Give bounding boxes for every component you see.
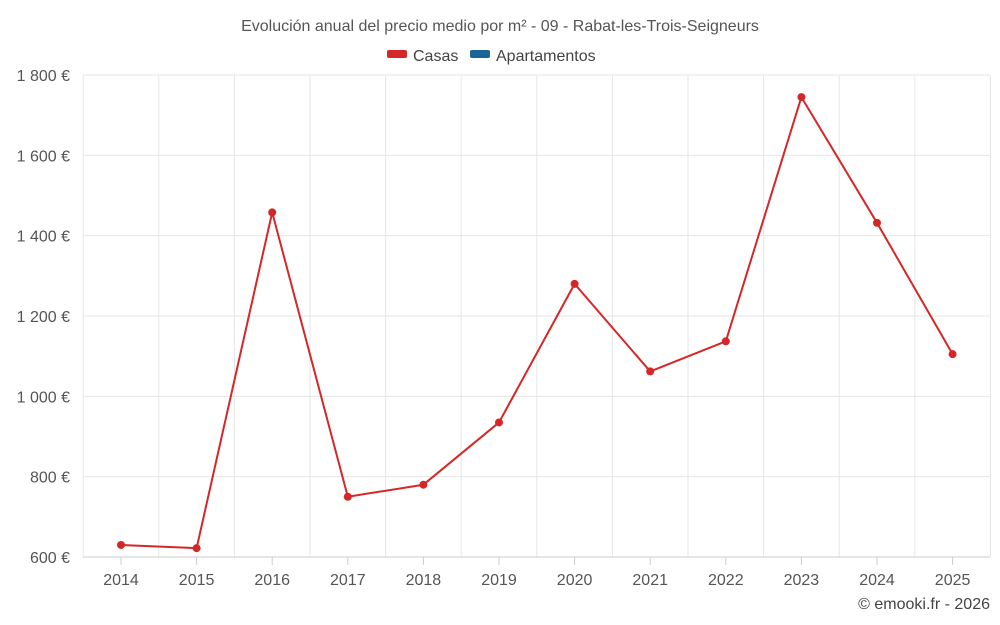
x-tick-label: 2020 — [557, 572, 593, 589]
x-tick-label: 2019 — [481, 572, 517, 589]
axes: 600 € 800 € 1 000 € 1 200 € 1 400 € 1 600 € 1 … — [17, 68, 990, 589]
y-tick-label: 1 800 € — [17, 68, 70, 85]
y-tick-label: 1 600 € — [17, 148, 70, 165]
x-tick-label: 2016 — [254, 572, 290, 589]
legend-label-apartamentos: Apartamentos — [496, 48, 596, 65]
x-tick-label: 2017 — [330, 572, 366, 589]
data-point-casas[interactable] — [797, 93, 806, 102]
x-tick-label: 2022 — [708, 572, 744, 589]
data-point-casas[interactable] — [873, 218, 881, 227]
x-tick-label: 2023 — [784, 572, 820, 589]
data-point-casas[interactable] — [419, 480, 428, 489]
legend-item-apartamentos[interactable]: Apartamentos — [470, 48, 596, 65]
legend-swatch-apartamentos — [470, 50, 490, 58]
x-tick-label: 2021 — [632, 572, 668, 589]
legend: Casas Apartamentos — [387, 48, 596, 65]
legend-label-casas: Casas — [413, 48, 458, 65]
data-point-casas[interactable] — [495, 418, 503, 427]
data-point-casas[interactable] — [570, 279, 579, 288]
data-point-casas[interactable] — [268, 208, 277, 217]
x-tick-label: 2024 — [859, 572, 895, 589]
grid — [82, 74, 991, 557]
x-tick-label: 2015 — [179, 572, 215, 589]
x-tick-label: 2018 — [406, 572, 442, 589]
x-tick-label: 2014 — [103, 572, 139, 589]
credit-text: © emooki.fr - 2026 — [858, 596, 990, 613]
data-point-casas[interactable] — [117, 540, 125, 549]
y-tick-label: 600 € — [30, 550, 70, 567]
series — [117, 93, 957, 553]
data-point-casas[interactable] — [948, 350, 957, 359]
data-point-casas[interactable] — [192, 544, 201, 553]
legend-item-casas[interactable]: Casas — [387, 48, 458, 65]
x-tick-label: 2025 — [935, 572, 971, 589]
legend-swatch-casas — [387, 50, 407, 58]
y-tick-label: 800 € — [30, 470, 70, 487]
chart-title: Evolución anual del precio medio por m² … — [241, 18, 759, 35]
data-point-casas[interactable] — [646, 367, 655, 376]
y-tick-label: 1 000 € — [17, 389, 70, 406]
data-point-casas[interactable] — [721, 337, 730, 346]
series-line-casas — [120, 96, 954, 550]
data-point-casas[interactable] — [343, 492, 352, 501]
y-tick-label: 1 400 € — [17, 229, 70, 246]
y-tick-label: 1 200 € — [17, 309, 70, 326]
